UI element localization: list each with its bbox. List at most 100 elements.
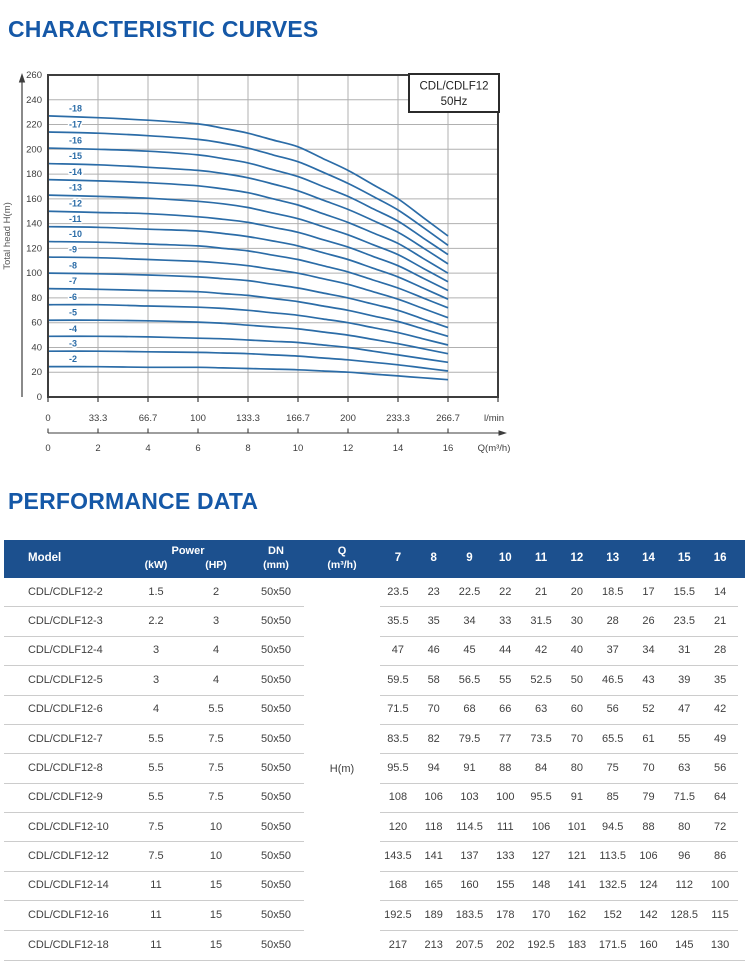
cell-head-q11: 84 — [523, 754, 559, 784]
curve-7 — [47, 287, 449, 338]
col-header-flow-9: 9 — [466, 552, 473, 565]
cell-dn: 50x50 — [248, 637, 304, 667]
cell-head-q11: 106 — [523, 813, 559, 843]
cell-head-q13: 113.5 — [594, 842, 631, 872]
y-axis-arrow-icon — [18, 73, 26, 83]
cell-head-q9: 68 — [451, 696, 488, 725]
cell-head-q14: 61 — [630, 725, 667, 755]
cell-head-q14: 34 — [630, 637, 667, 667]
cell-model: CDL/CDLF12-14 — [4, 872, 128, 902]
plot-border — [47, 74, 499, 398]
cell-model: CDL/CDLF12-4 — [4, 637, 128, 667]
curve-label-10: -10 — [69, 229, 82, 239]
cell-head-q9: 56.5 — [451, 666, 488, 696]
cell-dn: 50x50 — [248, 784, 304, 813]
lmin-tick-label: 0 — [45, 413, 50, 424]
cell-dn: 50x50 — [248, 901, 304, 931]
col-header-flow-14: 14 — [642, 552, 655, 565]
table-row: CDL/CDLF12-7 5.5 7.5 50x50 83.5 82 79.5 77 73.5 7… — [4, 725, 738, 755]
cell-model: CDL/CDLF12-10 — [4, 813, 128, 843]
cell-head-q11: 21 — [523, 578, 559, 608]
cell-dn: 50x50 — [261, 938, 291, 951]
cell-head-q14: 26 — [630, 607, 667, 637]
cell-head-q15: 112 — [666, 872, 703, 902]
cell-head-q13: 85 — [594, 784, 631, 813]
y-tick-label: 60 — [31, 318, 42, 329]
cell-head-q10: 88 — [487, 754, 524, 784]
cell-head-q13: 75 — [594, 754, 631, 784]
cell-power-kw: 5.5 — [128, 725, 184, 755]
cell-power-kw: 11 — [128, 901, 184, 931]
cell-head-q15: 15.5 — [666, 578, 703, 608]
cell-head-q13: 37 — [594, 637, 631, 667]
cell-model: CDL/CDLF12-7 — [4, 725, 128, 755]
y-tick-label: 220 — [26, 120, 42, 131]
table-row: CDL/CDLF12-3 2.2 3 50x50 35.5 35 34 33 31.5 30 28 2… — [4, 607, 738, 637]
q-tick-label: 2 — [95, 443, 100, 454]
curve-16 — [47, 147, 449, 256]
cell-head-q16: 115 — [702, 901, 738, 931]
q-tick-label: 12 — [343, 443, 354, 454]
cell-head-q14: 142 — [630, 901, 667, 931]
table-row: CDL/CDLF12-4 3 4 50x50 47 46 45 44 42 40 37 34 31 28 — [4, 637, 738, 667]
cell-head-q11: 73.5 — [523, 725, 559, 755]
table-body: CDL/CDLF12-2 1.5 2 50x50 23.5 23 22.5 22 21 20 18.… — [4, 578, 745, 961]
cell-head-q11: 192.5 — [527, 938, 555, 951]
cell-head-q7: 83.5 — [380, 725, 416, 755]
curve-label-2: -2 — [69, 354, 77, 364]
chart-model-label: CDL/CDLF12 — [419, 81, 488, 93]
cell-head-q8: 141 — [415, 842, 452, 872]
cell-head-q8: 46 — [415, 637, 452, 667]
cell-head-q7: 71.5 — [380, 696, 416, 725]
cell-q-spacer — [304, 578, 380, 607]
col-header-flow-8: 8 — [430, 552, 437, 565]
cell-power-hp: 10 — [184, 842, 248, 872]
col-header-flow-7: 7 — [394, 552, 402, 565]
lmin-tick-label: 233.3 — [386, 413, 410, 424]
cell-head-q10: 202 — [496, 938, 515, 951]
y-tick-label: 260 — [26, 70, 42, 81]
cell-head-q16: 130 — [710, 938, 730, 951]
cell-head-q9: 183.5 — [451, 901, 488, 931]
q-tick-label: 4 — [145, 443, 150, 454]
table-row: CDL/CDLF12-6 4 5.5 50x50 71.5 70 68 66 63 60 56 52 4… — [4, 696, 738, 725]
cell-head-q12: 30 — [558, 607, 595, 637]
cell-dn: 50x50 — [248, 725, 304, 755]
cell-head-q14: 88 — [630, 813, 667, 843]
cell-power-kw: 7.5 — [128, 842, 184, 872]
cell-head-q14: 70 — [630, 754, 667, 784]
cell-head-q10: 155 — [487, 872, 524, 902]
cell-q-spacer — [304, 666, 380, 695]
y-tick-label: 120 — [26, 243, 42, 254]
cell-dn: 50x50 — [248, 607, 304, 637]
cell-model: CDL/CDLF12-16 — [4, 901, 128, 931]
cell-power-hp: 3 — [184, 607, 248, 637]
cell-power-kw: 11 — [128, 872, 184, 902]
cell-head-q12: 162 — [558, 901, 595, 931]
cell-head-q12: 183 — [567, 938, 587, 951]
cell-model: CDL/CDLF12-8 — [4, 754, 128, 784]
cell-head-q10: 55 — [487, 666, 524, 696]
cell-head-q16: 28 — [702, 637, 738, 667]
cell-power-kw: 1.5 — [128, 578, 184, 608]
cell-head-q13: 65.5 — [594, 725, 631, 755]
cell-head-q8: 70 — [415, 696, 452, 725]
lmin-tick-label: 200 — [340, 413, 356, 424]
cell-head-q7: 108 — [380, 784, 416, 813]
cell-power-hp: 2 — [184, 578, 248, 608]
col-header-kw: (kW) — [144, 559, 168, 571]
curve-2 — [47, 365, 449, 381]
cell-head-q13: 46.5 — [594, 666, 631, 696]
cell-power-kw: 5.5 — [128, 754, 184, 784]
cell-head-q9: 22.5 — [451, 578, 488, 608]
cell-model: CDL/CDLF12-6 — [4, 696, 128, 725]
cell-dn: 50x50 — [248, 666, 304, 696]
cell-dn: 50x50 — [248, 696, 304, 725]
cell-dn: 50x50 — [248, 754, 304, 784]
cell-head-q10: 66 — [487, 696, 524, 725]
cell-power-hp: 7.5 — [184, 725, 248, 755]
col-header-dn-unit: (mm) — [263, 559, 289, 571]
cell-model: CDL/CDLF12-18 — [28, 938, 109, 951]
cell-dn: 50x50 — [248, 813, 304, 843]
